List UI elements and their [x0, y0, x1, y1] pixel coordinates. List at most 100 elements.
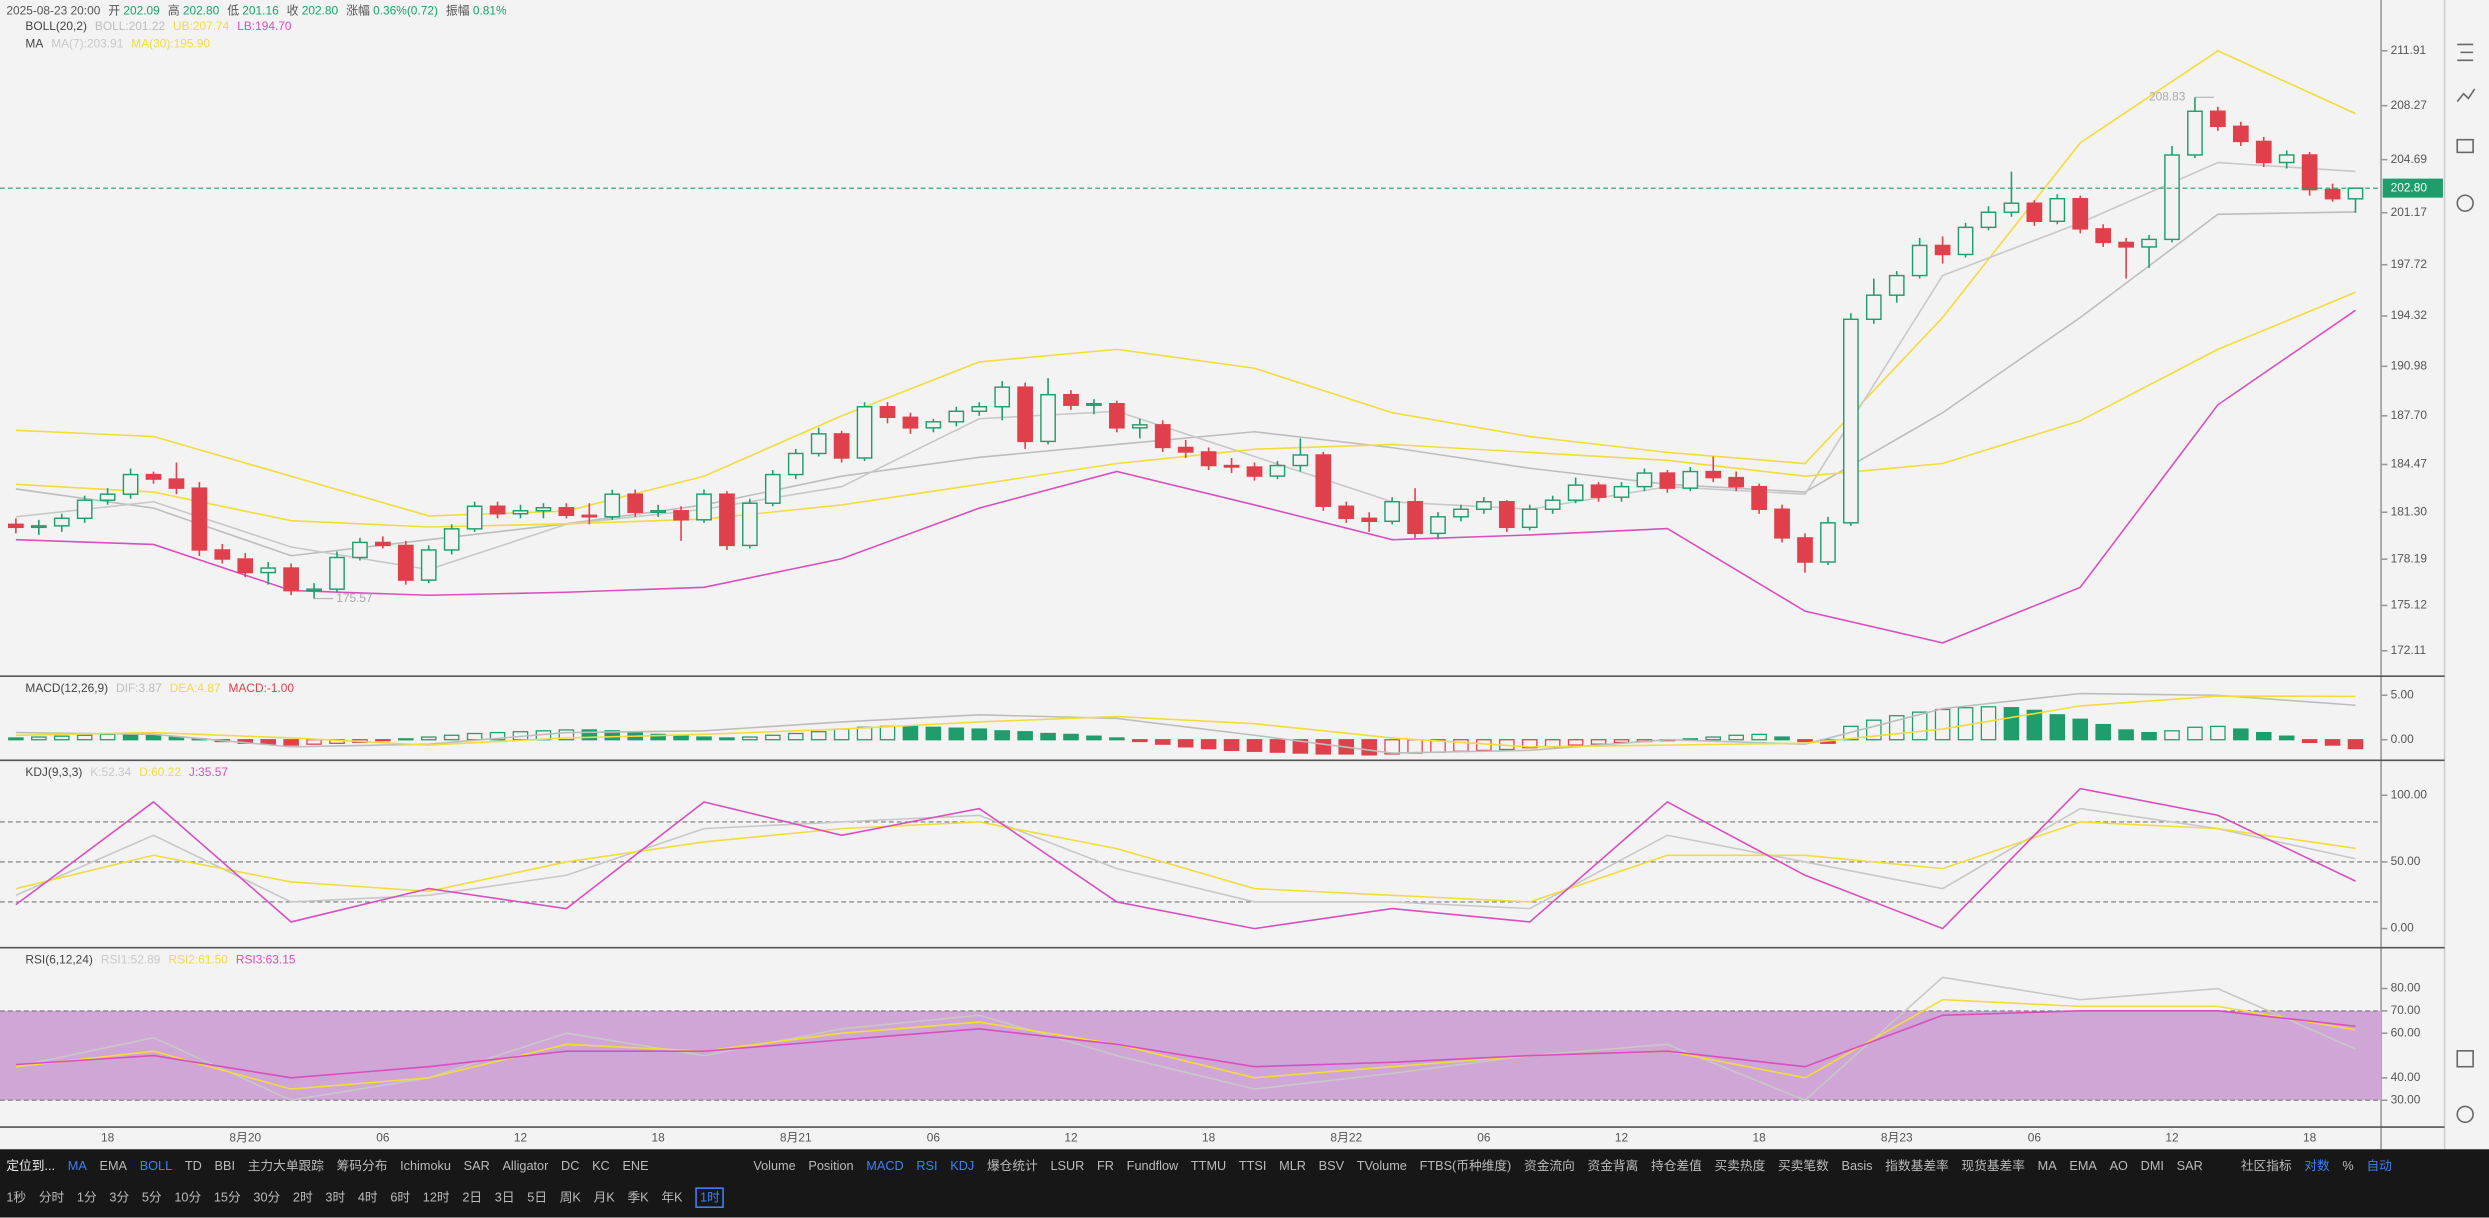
toolbar-item[interactable]: DMI: [2140, 1158, 2164, 1174]
indicator-line: [15, 787, 2356, 930]
y-tick-label: 60.00: [2391, 1025, 2421, 1039]
candle-body: [2049, 197, 2066, 223]
candle-body: [948, 410, 965, 423]
icon[interactable]: [2457, 43, 2474, 62]
toolbar-item[interactable]: TD: [184, 1158, 202, 1174]
toolbar-item[interactable]: 爆仓统计: [986, 1158, 1038, 1174]
toolbar-item[interactable]: MACD: [866, 1158, 904, 1174]
toolbar-item[interactable]: EMA: [2069, 1158, 2097, 1174]
toolbar-item[interactable]: SAR: [463, 1158, 490, 1174]
toolbar-item[interactable]: MA: [67, 1158, 87, 1174]
toolbar-item[interactable]: FR: [1097, 1158, 1114, 1174]
icon[interactable]: [2456, 1050, 2474, 1068]
toolbar-item[interactable]: 筹码分布: [336, 1158, 388, 1174]
toolbar-item[interactable]: 社区指标: [2240, 1158, 2292, 1174]
toolbar-item[interactable]: Fundflow: [1126, 1158, 1179, 1174]
macd-bar: [1246, 739, 1263, 752]
toolbar-item[interactable]: EMA: [99, 1158, 128, 1174]
toolbar-item[interactable]: %: [2342, 1158, 2354, 1174]
toolbar-item[interactable]: KDJ: [950, 1158, 975, 1174]
toolbar-item[interactable]: 2时: [292, 1190, 313, 1205]
candle-body: [1934, 244, 1951, 256]
candle-body: [2301, 154, 2318, 191]
toolbar-item[interactable]: 12时: [422, 1190, 450, 1205]
toolbar-item[interactable]: 15分: [213, 1190, 241, 1205]
toolbar-item[interactable]: 持仓差值: [1650, 1158, 1702, 1174]
toolbar-item[interactable]: 指数基差率: [1885, 1158, 1949, 1174]
toolbar-item[interactable]: LSUR: [1050, 1158, 1085, 1174]
toolbar-item[interactable]: 分时: [38, 1190, 65, 1205]
icon[interactable]: [2456, 1105, 2474, 1124]
toolbar-item[interactable]: 1秒: [6, 1190, 27, 1205]
toolbar-item[interactable]: 现货基差率: [1961, 1158, 2025, 1174]
toolbar-item[interactable]: 周K: [559, 1190, 581, 1205]
legend-item: DEA:4.87: [169, 680, 221, 696]
toolbar-item[interactable]: Volume: [753, 1158, 796, 1174]
toolbar-item[interactable]: 5分: [141, 1190, 162, 1205]
toolbar-item[interactable]: BOLL: [139, 1158, 173, 1174]
x-tick-label: 12: [514, 1130, 528, 1144]
toolbar-item[interactable]: 4时: [357, 1190, 378, 1205]
candle-body: [1774, 508, 1790, 539]
toolbar-item[interactable]: FTBS(币种维度): [1419, 1158, 1512, 1174]
icon[interactable]: [2456, 138, 2474, 154]
candle-body: [1888, 274, 1905, 296]
toolbar-item[interactable]: Alligator: [502, 1158, 549, 1174]
macd-bar: [2072, 718, 2089, 741]
toolbar-item[interactable]: ENE: [622, 1158, 649, 1174]
toolbar-item[interactable]: 10分: [174, 1190, 202, 1205]
candle-body: [443, 528, 460, 551]
toolbar-item[interactable]: TTSI: [1238, 1158, 1267, 1174]
legend-item: DIF:3.87: [116, 680, 162, 696]
toolbar-item[interactable]: 年K: [661, 1190, 683, 1205]
toolbar-item[interactable]: 1时: [695, 1187, 725, 1208]
toolbar-item[interactable]: DC: [561, 1158, 580, 1174]
icon[interactable]: [2456, 194, 2474, 212]
toolbar-item[interactable]: 买卖笔数: [1777, 1158, 1829, 1174]
toolbar-item[interactable]: 3分: [109, 1190, 130, 1205]
toolbar-item[interactable]: BBI: [214, 1158, 236, 1174]
toolbar-item[interactable]: TVolume: [1356, 1158, 1407, 1174]
toolbar-item[interactable]: 30分: [253, 1190, 281, 1205]
toolbar-item[interactable]: RSI: [916, 1158, 938, 1174]
macd-bar: [2255, 731, 2272, 741]
candle-body: [466, 505, 483, 530]
candle-body: [2003, 202, 2020, 213]
toolbar-item[interactable]: 季K: [627, 1190, 649, 1205]
toolbar-item[interactable]: 5日: [527, 1190, 548, 1205]
toolbar-item[interactable]: 3时: [325, 1190, 346, 1205]
locate[interactable]: 定位到...: [6, 1158, 56, 1174]
toolbar-item[interactable]: 主力大单跟踪: [247, 1158, 324, 1174]
toolbar-item[interactable]: Ichimoku: [400, 1158, 451, 1174]
toolbar-item[interactable]: MA: [2037, 1158, 2057, 1174]
toolbar-item[interactable]: TTMU: [1190, 1158, 1227, 1174]
macd-bar: [742, 736, 758, 741]
toolbar-item[interactable]: 自动: [2366, 1158, 2392, 1174]
y-tick-label: 100.00: [2391, 787, 2428, 801]
toolbar-item[interactable]: 对数: [2304, 1158, 2330, 1174]
toolbar-item[interactable]: BSV: [1318, 1158, 1345, 1174]
sidebar-icons[interactable]: [2456, 43, 2476, 1124]
toolbar-item[interactable]: 2日: [462, 1190, 483, 1205]
toolbar-item[interactable]: 资金背离: [1587, 1158, 1639, 1174]
toolbar-item[interactable]: 6时: [390, 1190, 411, 1205]
macd-bar: [2324, 739, 2341, 746]
toolbar-item[interactable]: Basis: [1841, 1158, 1873, 1174]
toolbar-item[interactable]: KC: [592, 1158, 610, 1174]
header-label: 高: [167, 3, 180, 18]
candle-body: [306, 588, 322, 592]
toolbar-item[interactable]: MLR: [1279, 1158, 1306, 1174]
candle-body: [2026, 202, 2043, 223]
toolbar-item[interactable]: 资金流向: [1523, 1158, 1575, 1174]
header-value: 0.36%(0.72): [373, 3, 438, 18]
toolbar-item[interactable]: SAR: [2176, 1158, 2203, 1174]
toolbar-item[interactable]: 月K: [593, 1190, 615, 1205]
legend-item: RSI3:63.15: [235, 952, 296, 967]
toolbar-item[interactable]: 买卖热度: [1714, 1158, 1766, 1174]
toolbar-item[interactable]: AO: [2109, 1158, 2128, 1174]
indicator-line: [15, 976, 2356, 1102]
toolbar-item[interactable]: 3日: [494, 1190, 515, 1205]
toolbar-item[interactable]: Position: [808, 1158, 854, 1174]
icon[interactable]: [2456, 88, 2476, 103]
toolbar-item[interactable]: 1分: [76, 1190, 97, 1205]
